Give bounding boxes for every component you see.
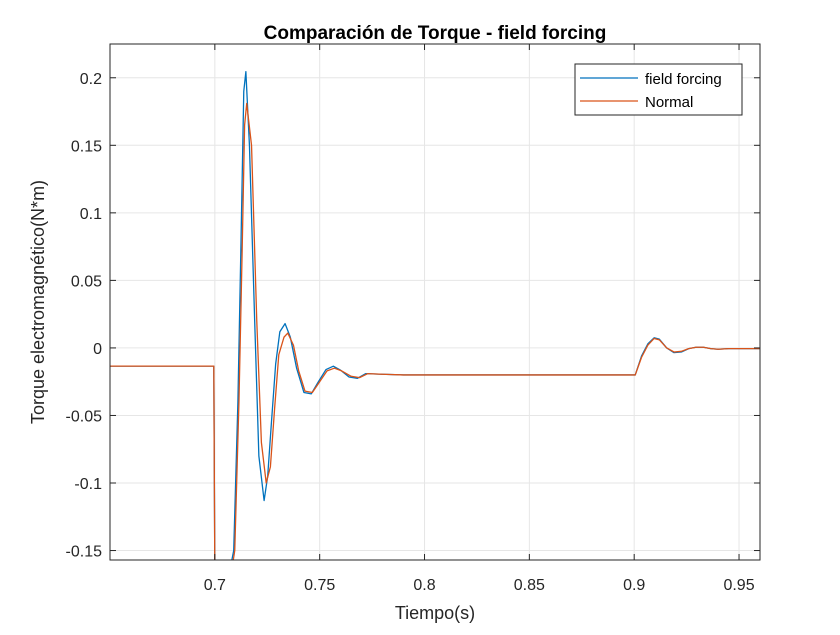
grid [110,44,760,560]
y-axis-label: Torque electromagnético(N*m) [28,180,48,424]
x-tick-label: 0.75 [304,577,335,594]
plot-frame [109,43,761,561]
y-tick-label: 0.2 [80,71,102,88]
legend: field forcing Normal [574,63,743,116]
y-tick-label: -0.05 [66,408,103,425]
y-tick-label: -0.15 [66,544,103,561]
chart-title: Comparación de Torque - field forcing [264,23,607,44]
y-tick-label: 0 [93,341,102,358]
y-tick-label: -0.1 [74,476,102,493]
x-tick-label: 0.7 [204,577,226,594]
x-tick-label: 0.9 [623,577,645,594]
series-line-normal [110,102,760,560]
series-layer [110,71,760,560]
x-tick-label: 0.85 [514,577,545,594]
x-tick-label: 0.8 [413,577,435,594]
plot-area [110,44,760,560]
x-axis-label: Tiempo(s) [395,603,475,623]
y-tick-label: 0.1 [80,206,102,223]
ticks: 0.7 0.75 0.8 0.85 0.9 0.95 -0.15 -0.1 -0.05 0 0.05… [66,44,760,594]
x-tick-label: 0.95 [723,577,754,594]
y-tick-label: 0.05 [71,273,102,290]
legend-label-field-forcing: field forcing [645,71,722,88]
legend-label-normal: Normal [645,94,693,111]
legend-box [574,63,743,116]
y-tick-label: 0.15 [71,138,102,155]
